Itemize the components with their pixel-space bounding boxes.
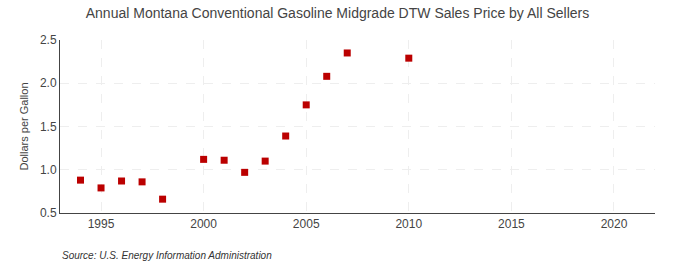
svg-text:1995: 1995 xyxy=(88,217,115,231)
svg-text:2015: 2015 xyxy=(498,217,525,231)
svg-text:2000: 2000 xyxy=(190,217,217,231)
svg-text:2.0: 2.0 xyxy=(40,76,57,90)
svg-text:1.0: 1.0 xyxy=(40,163,57,177)
svg-text:Source: U.S. Energy Informatio: Source: U.S. Energy Information Administ… xyxy=(62,250,272,261)
svg-text:2010: 2010 xyxy=(395,217,422,231)
svg-text:Annual Montana Conventional Ga: Annual Montana Conventional Gasoline Mid… xyxy=(86,5,589,21)
svg-text:0.5: 0.5 xyxy=(40,206,57,220)
svg-text:Dollars per Gallon: Dollars per Gallon xyxy=(18,82,30,170)
svg-text:2020: 2020 xyxy=(601,217,628,231)
svg-text:2.5: 2.5 xyxy=(40,33,57,47)
svg-text:1.5: 1.5 xyxy=(40,120,57,134)
svg-text:2005: 2005 xyxy=(293,217,320,231)
